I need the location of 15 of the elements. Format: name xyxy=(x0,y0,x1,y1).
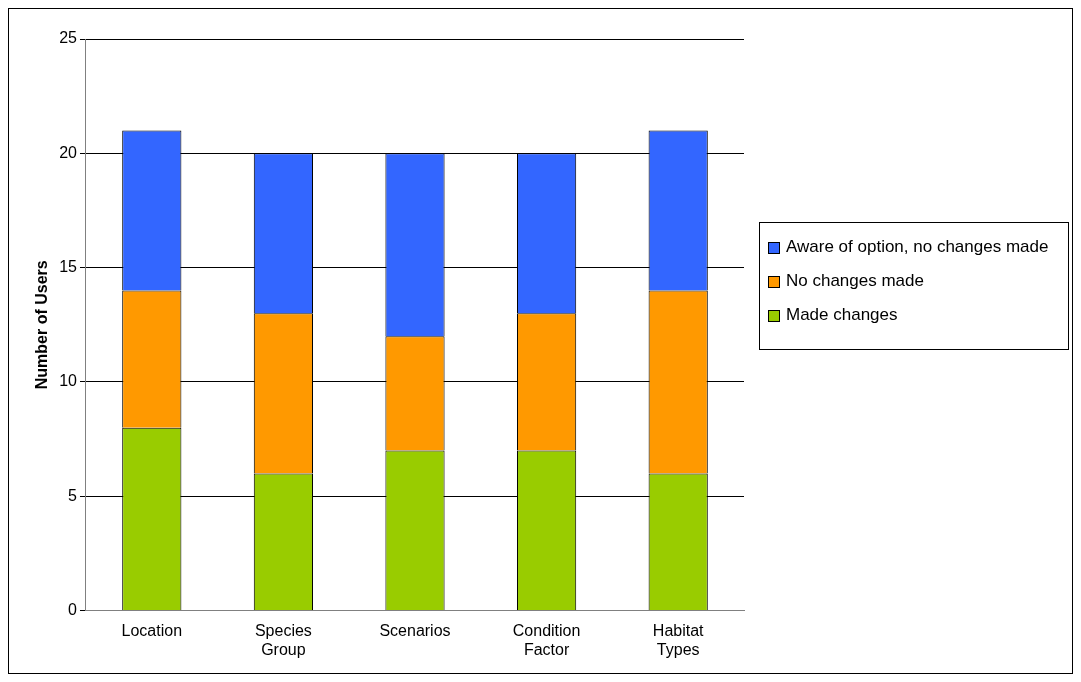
legend-label: No changes made xyxy=(786,271,924,291)
x-tick-label: Scenarios xyxy=(379,621,451,639)
x-tick-label: Condition Factor xyxy=(512,621,581,658)
x-tick-label: Habitat Types xyxy=(652,621,705,658)
y-tick-label: 25 xyxy=(59,29,78,47)
y-tick-label: 10 xyxy=(59,372,78,390)
y-tick-label: 0 xyxy=(68,601,78,619)
y-tick-label: 5 xyxy=(68,486,78,504)
x-tick-label: Location xyxy=(121,621,183,639)
x-tick-label: Species Group xyxy=(254,621,312,658)
legend-label: Made changes xyxy=(786,305,898,325)
y-tick-label: 15 xyxy=(59,258,78,276)
legend-label: Aware of option, no changes made xyxy=(786,237,1049,257)
y-tick-label: 20 xyxy=(59,143,78,161)
y-axis-title: Number of Users xyxy=(33,260,51,390)
